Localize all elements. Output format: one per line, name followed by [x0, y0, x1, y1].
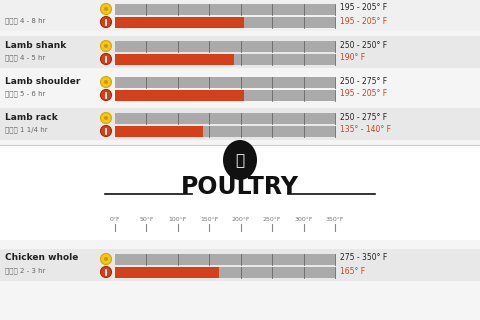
Circle shape [104, 80, 108, 84]
Bar [244, 17, 335, 28]
Text: 0°F: 0°F [110, 217, 120, 222]
Circle shape [100, 17, 111, 28]
Text: 195 - 205° F: 195 - 205° F [340, 17, 387, 26]
Circle shape [100, 113, 111, 124]
Bar [0, 249, 480, 281]
Bar [115, 17, 244, 28]
Bar [244, 90, 335, 100]
Text: Lamb rack: Lamb rack [5, 113, 58, 122]
Circle shape [104, 44, 108, 48]
Circle shape [100, 267, 111, 277]
Bar [219, 267, 335, 277]
Text: 250 - 275° F: 250 - 275° F [340, 76, 387, 85]
Bar [234, 53, 335, 65]
Text: 195 - 205° F: 195 - 205° F [340, 90, 387, 99]
Circle shape [100, 53, 111, 65]
Bar [115, 90, 244, 100]
Circle shape [104, 116, 108, 120]
Bar [0, 108, 480, 140]
Text: 190° F: 190° F [340, 53, 365, 62]
Bar [0, 146, 480, 240]
Text: POULTRY: POULTRY [181, 175, 299, 199]
Bar [0, 0, 480, 31]
Text: 250 - 250° F: 250 - 250° F [340, 41, 387, 50]
Circle shape [100, 253, 111, 265]
Text: Chicken whole: Chicken whole [5, 253, 78, 262]
Text: 250 - 275° F: 250 - 275° F [340, 113, 387, 122]
Circle shape [100, 4, 111, 14]
Text: 200°F: 200°F [231, 217, 250, 222]
Text: ⫸⫸⫸ 4 - 8 hr: ⫸⫸⫸ 4 - 8 hr [5, 18, 46, 24]
Text: 165° F: 165° F [340, 267, 365, 276]
Bar [115, 253, 335, 265]
Bar [115, 4, 335, 14]
Text: 150°F: 150°F [200, 217, 218, 222]
Circle shape [104, 257, 108, 261]
Text: 🐔: 🐔 [235, 154, 245, 169]
Bar [115, 53, 234, 65]
Text: 350°F: 350°F [326, 217, 344, 222]
Text: 100°F: 100°F [168, 217, 187, 222]
Text: Lamb shank: Lamb shank [5, 41, 66, 50]
Circle shape [100, 125, 111, 137]
Text: Lamb shoulder: Lamb shoulder [5, 76, 80, 85]
Text: ⫸⫸⫸ 2 - 3 hr: ⫸⫸⫸ 2 - 3 hr [5, 268, 46, 274]
Bar [0, 72, 480, 104]
Circle shape [100, 76, 111, 87]
Bar [203, 125, 335, 137]
Bar [115, 113, 335, 124]
Text: ⫸⫸⫸ 5 - 6 hr: ⫸⫸⫸ 5 - 6 hr [5, 91, 46, 97]
Bar [115, 125, 203, 137]
Text: 195 - 205° F: 195 - 205° F [340, 4, 387, 12]
Circle shape [100, 90, 111, 100]
Circle shape [100, 41, 111, 52]
Text: 275 - 350° F: 275 - 350° F [340, 253, 387, 262]
Text: ⫸⫸⫸ 1 1/4 hr: ⫸⫸⫸ 1 1/4 hr [5, 127, 48, 133]
Text: 50°F: 50°F [139, 217, 154, 222]
Circle shape [104, 7, 108, 11]
Bar [115, 41, 335, 52]
Bar [0, 36, 480, 68]
Text: 300°F: 300°F [294, 217, 313, 222]
Text: 135° - 140° F: 135° - 140° F [340, 125, 391, 134]
Bar [115, 76, 335, 87]
Text: 250°F: 250°F [263, 217, 281, 222]
Ellipse shape [223, 140, 257, 180]
Bar [115, 267, 219, 277]
Text: ⫸⫸⫸ 4 - 5 hr: ⫸⫸⫸ 4 - 5 hr [5, 55, 46, 61]
